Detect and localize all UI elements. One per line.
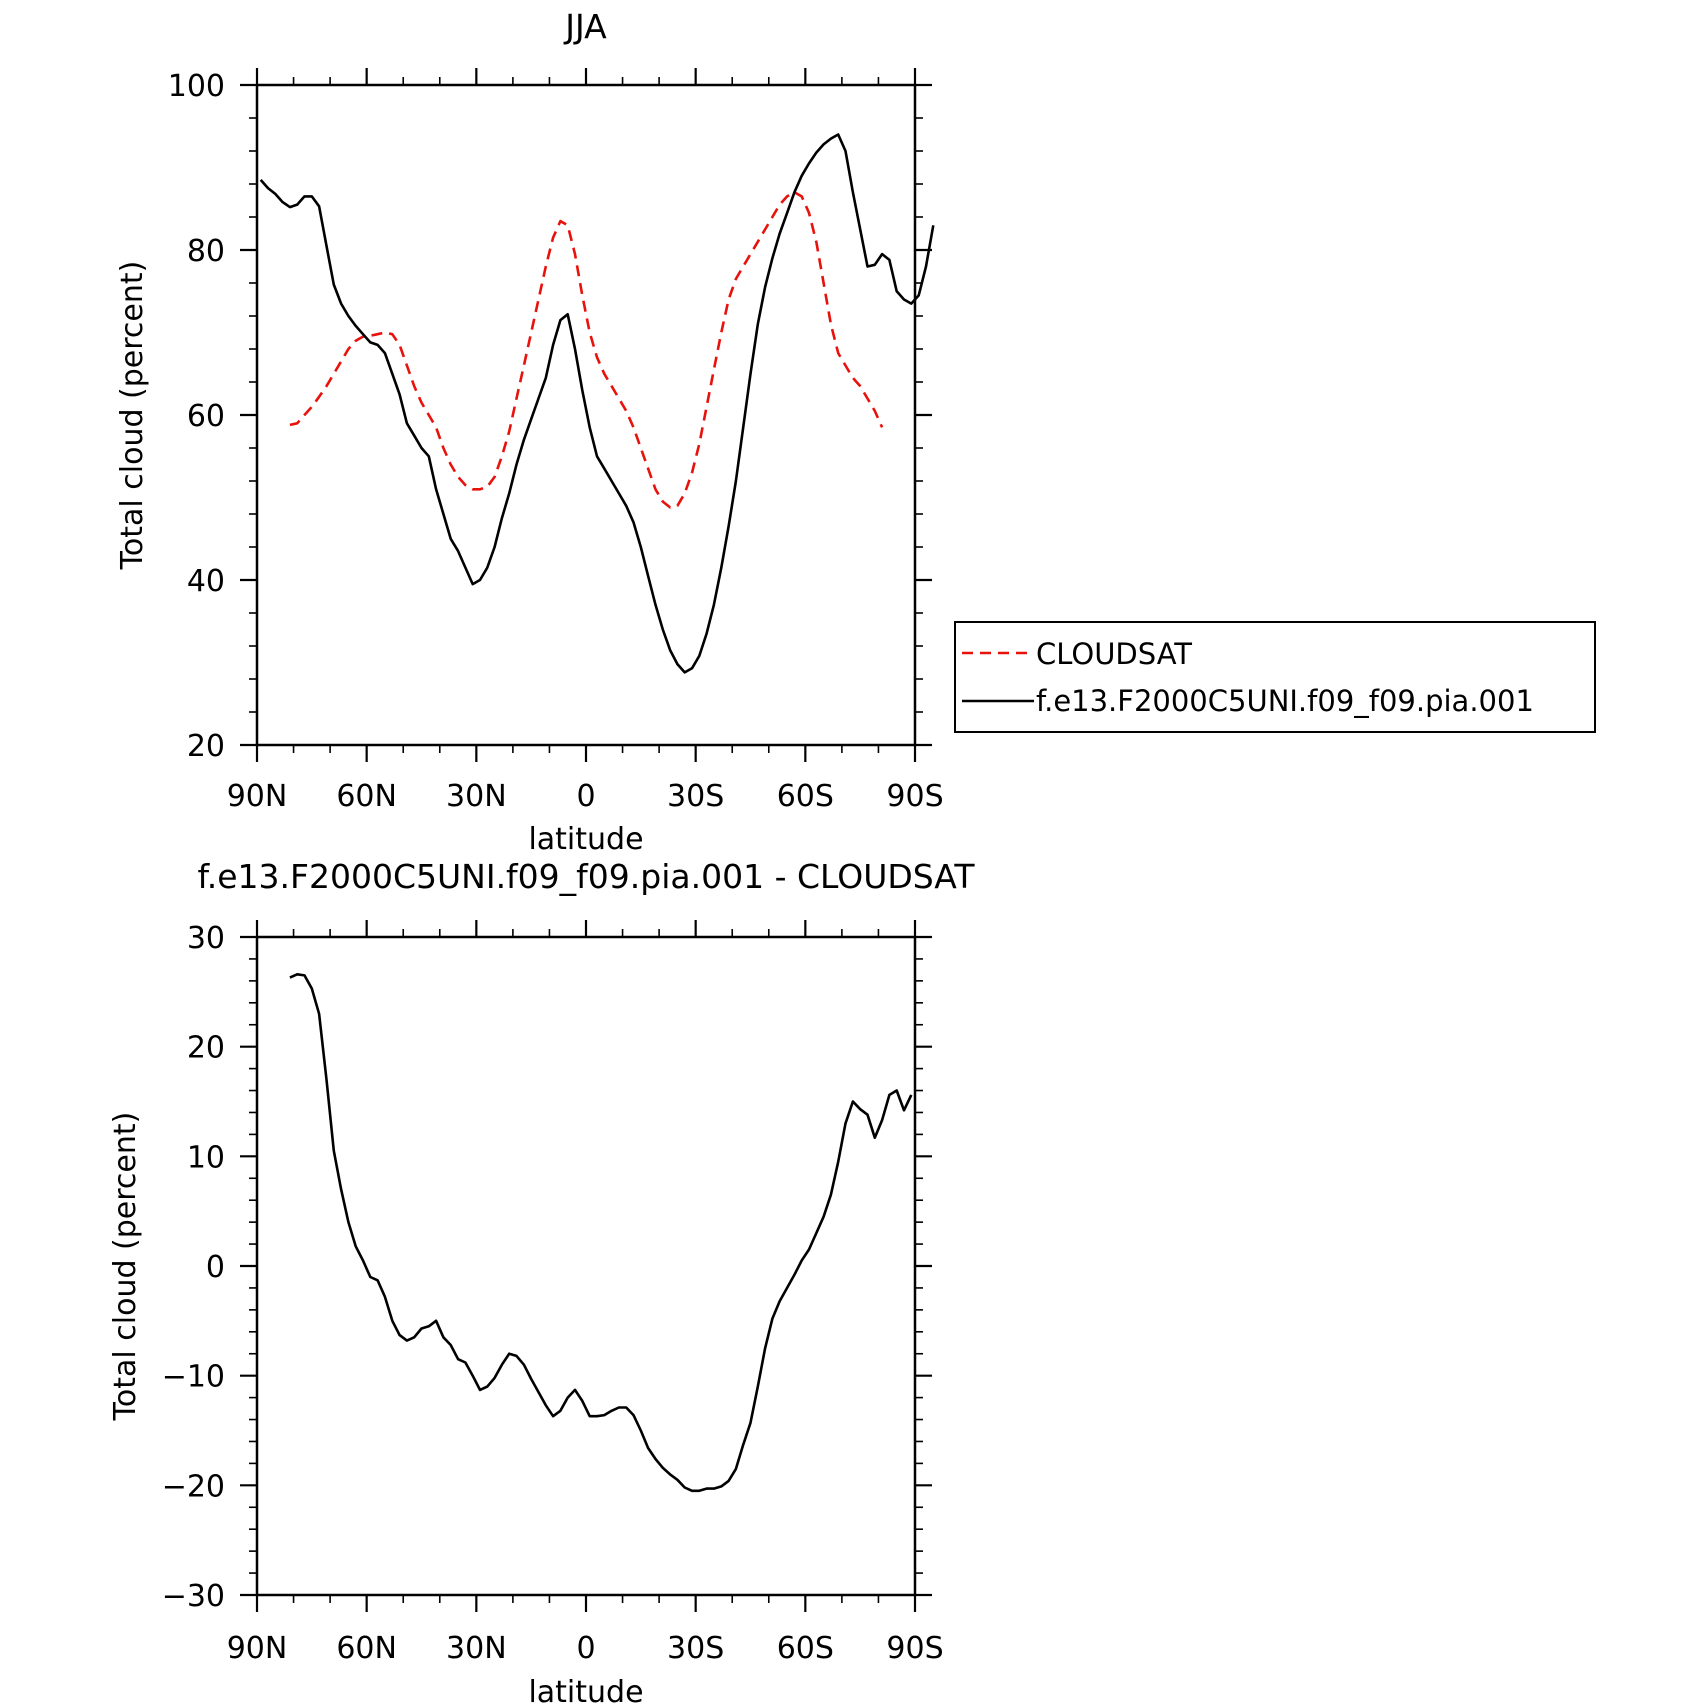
bottom-x-tick-label: 90S — [886, 1631, 943, 1666]
top-panel: JJA 90N 60N 30N 0 30S 60S 90S 20 40 60 80 100 latit… — [115, 7, 1596, 857]
bottom-plot-frame — [255, 935, 917, 1597]
legend-label-cloudsat: CLOUDSAT — [1036, 637, 1192, 671]
bottom-x-tick-label: 30S — [667, 1631, 724, 1666]
top-y-tick-label: 100 — [168, 69, 225, 104]
top-x-tick-label: 0 — [576, 779, 595, 814]
bottom-chart-title: f.e13.F2000C5UNI.f09_f09.pia.001 - CLOUD… — [198, 857, 976, 896]
bottom-axis-ticks: 90N 60N 30N 0 30S 60S 90S −30 −20 −10 0 10 20 30 — [162, 920, 944, 1666]
top-y-tick-label: 20 — [187, 729, 225, 764]
legend-box — [954, 621, 1596, 733]
top-series-line-0 — [289, 191, 884, 509]
bottom-series-line-0 — [289, 972, 913, 1493]
top-y-tick-label: 60 — [187, 399, 225, 434]
bottom-x-tick-label: 60S — [777, 1631, 834, 1666]
top-x-tick-label: 60N — [336, 779, 397, 814]
top-series-line-1 — [259, 133, 935, 674]
top-plot-area — [259, 133, 935, 674]
bottom-x-tick-label: 60N — [336, 1631, 397, 1666]
bottom-plot-area — [289, 972, 913, 1493]
bottom-x-axis-label: latitude — [528, 1675, 643, 1708]
top-axis-ticks: 90N 60N 30N 0 30S 60S 90S 20 40 60 80 100 — [168, 68, 944, 814]
bottom-y-tick-label: 20 — [187, 1031, 225, 1066]
top-y-axis-label: Total cloud (percent) — [115, 261, 150, 571]
bottom-x-tick-label: 90N — [227, 1631, 288, 1666]
bottom-x-tick-label: 0 — [576, 1631, 595, 1666]
bottom-y-tick-label: 0 — [206, 1250, 225, 1285]
bottom-y-tick-label: −20 — [162, 1469, 225, 1504]
bottom-y-tick-label: −30 — [162, 1579, 225, 1614]
bottom-y-tick-label: 10 — [187, 1140, 225, 1175]
bottom-y-axis-label: Total cloud (percent) — [108, 1112, 143, 1422]
top-x-tick-label: 90N — [227, 779, 288, 814]
top-y-tick-label: 80 — [187, 234, 225, 269]
bottom-y-tick-label: −10 — [162, 1360, 225, 1395]
top-x-tick-label: 90S — [886, 779, 943, 814]
bottom-y-tick-label: 30 — [187, 921, 225, 956]
top-x-axis-label: latitude — [528, 822, 643, 857]
top-x-tick-label: 30S — [667, 779, 724, 814]
legend: CLOUDSAT f.e13.F2000C5UNI.f09_f09.pia.00… — [954, 621, 1596, 733]
legend-label-model: f.e13.F2000C5UNI.f09_f09.pia.001 — [1036, 684, 1534, 718]
top-chart-title: JJA — [563, 7, 607, 46]
bottom-x-tick-label: 30N — [446, 1631, 507, 1666]
top-x-tick-label: 30N — [446, 779, 507, 814]
top-x-tick-label: 60S — [777, 779, 834, 814]
bottom-panel: f.e13.F2000C5UNI.f09_f09.pia.001 - CLOUD… — [108, 857, 975, 1708]
top-y-tick-label: 40 — [187, 564, 225, 599]
